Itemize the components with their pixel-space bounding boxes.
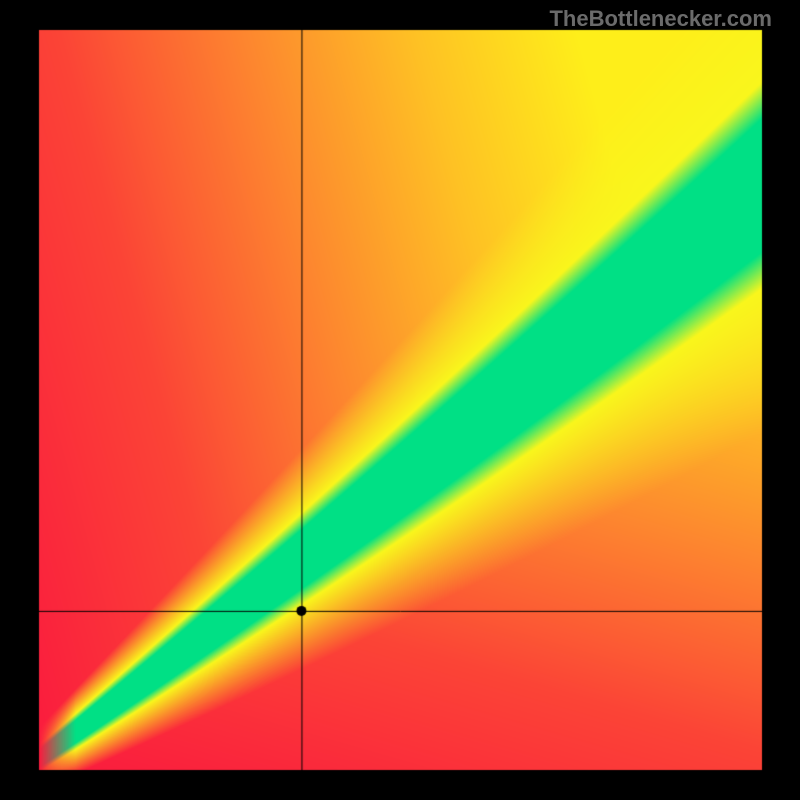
bottleneck-heatmap xyxy=(0,0,800,800)
watermark-text: TheBottlenecker.com xyxy=(549,6,772,32)
